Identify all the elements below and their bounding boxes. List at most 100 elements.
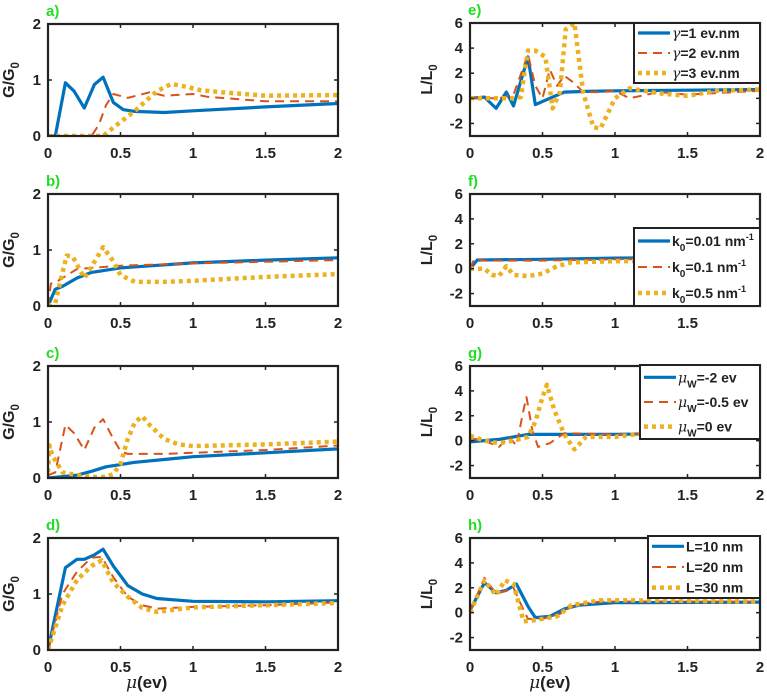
y-tick-label: 2 (33, 530, 41, 547)
y-tick-label: 4 (455, 40, 464, 57)
legend-entry: L=20 nm (686, 559, 743, 575)
series-line-3 (48, 414, 338, 478)
y-axis-label: G/G0 (1, 576, 22, 612)
x-tick-label: 0 (466, 659, 474, 676)
axes-box (46, 22, 340, 138)
x-tick-label: 1.5 (255, 659, 276, 676)
panel-label: e) (468, 2, 481, 19)
series-line-3 (470, 23, 760, 131)
panel-label: c) (46, 345, 59, 362)
x-tick-label: 2 (334, 659, 342, 676)
legend-entry: L=10 nm (686, 538, 743, 554)
series-line-1 (470, 55, 760, 110)
x-tick-label: 0 (466, 315, 474, 332)
series-line-2 (470, 257, 760, 270)
y-tick-label: 6 (455, 358, 463, 375)
x-tick-label: 2 (756, 659, 764, 676)
y-tick-label: -2 (450, 115, 463, 132)
legend-entry: γ=3 ev.nm (672, 65, 740, 82)
x-axis-label: μ(ev) (126, 673, 167, 693)
y-tick-label: 2 (33, 358, 41, 375)
x-tick-label: 1.5 (255, 145, 276, 162)
y-tick-label: 2 (455, 580, 463, 597)
y-tick-label: 1 (33, 242, 41, 259)
x-tick-label: 0.5 (110, 487, 131, 504)
series-line-2 (48, 259, 338, 306)
x-tick-label: 0.5 (532, 659, 553, 676)
series-line-1 (48, 547, 338, 650)
x-tick-label: 0 (44, 145, 52, 162)
y-axis-label: G/G0 (1, 232, 22, 268)
y-tick-label: 1 (33, 586, 41, 603)
x-tick-label: 1 (189, 315, 197, 332)
y-tick-label: 6 (455, 186, 463, 203)
y-tick-label: -2 (450, 458, 463, 475)
series-line-3 (470, 382, 760, 452)
legend-entry: μW=-2 ev (678, 369, 737, 390)
y-tick-label: 0 (455, 605, 463, 622)
x-tick-label: 2 (334, 145, 342, 162)
y-axis-label: G/G0 (1, 62, 22, 98)
y-tick-label: 4 (455, 211, 464, 228)
series-line-3 (48, 244, 338, 306)
x-tick-label: 0.5 (110, 659, 131, 676)
legend-entry: μW=-0.5 ev (678, 394, 749, 415)
x-tick-label: 1 (611, 487, 619, 504)
y-axis-label: G/G0 (1, 404, 22, 440)
series-line-2 (48, 91, 338, 136)
series-line-1 (48, 447, 338, 478)
series-line-1 (48, 75, 338, 136)
series-line-2 (48, 418, 338, 477)
series-line-1 (48, 256, 338, 306)
x-tick-label: 1 (189, 659, 197, 676)
x-tick-label: 1.5 (255, 315, 276, 332)
x-tick-label: 0 (44, 659, 52, 676)
legend-entry: γ=1 ev.nm (672, 25, 740, 42)
y-tick-label: 2 (33, 186, 41, 203)
legend-entry: μW=0 ev (678, 419, 732, 440)
series-line-2 (470, 53, 760, 100)
x-tick-label: 2 (334, 487, 342, 504)
x-tick-label: 1 (189, 487, 197, 504)
axes-box (46, 364, 340, 480)
series-line-3 (48, 558, 338, 650)
legend-entry: k0=0.1 nm-1 (672, 258, 746, 280)
y-tick-label: 4 (455, 555, 464, 572)
y-tick-label: 6 (455, 15, 463, 32)
x-tick-label: 0.5 (532, 315, 553, 332)
y-tick-label: 2 (455, 236, 463, 253)
panel-label: h) (468, 517, 482, 534)
y-tick-label: 0 (455, 261, 463, 278)
x-tick-label: 0.5 (110, 315, 131, 332)
x-tick-label: 0.5 (532, 487, 553, 504)
x-tick-label: 0 (466, 487, 474, 504)
y-axis-label: L/L0 (419, 579, 440, 609)
x-tick-label: 0 (44, 315, 52, 332)
panel-label: f) (468, 173, 478, 190)
y-tick-label: -2 (450, 630, 463, 647)
y-tick-label: 0 (33, 298, 41, 315)
x-axis-label: μ(ev) (529, 673, 570, 693)
x-tick-label: 1 (189, 145, 197, 162)
x-tick-label: 2 (756, 145, 764, 162)
panel-label: a) (46, 3, 59, 20)
x-tick-label: 1.5 (677, 145, 698, 162)
panel-label: g) (468, 345, 482, 362)
x-tick-label: 0 (44, 487, 52, 504)
series-line-2 (48, 556, 338, 650)
x-tick-label: 2 (334, 315, 342, 332)
y-tick-label: 0 (455, 90, 463, 107)
panel-label: b) (46, 173, 60, 190)
y-tick-label: 0 (33, 128, 41, 145)
y-tick-label: 1 (33, 414, 41, 431)
x-tick-label: 1.5 (255, 487, 276, 504)
y-tick-label: 0 (455, 433, 463, 450)
series-line-3 (470, 578, 760, 624)
legend-entry: k0=0.01 nm-1 (672, 232, 754, 254)
x-tick-label: 0.5 (532, 145, 553, 162)
y-tick-label: 0 (33, 470, 41, 487)
x-tick-label: 1 (611, 145, 619, 162)
panel-label: d) (46, 517, 60, 534)
y-tick-label: 2 (455, 65, 463, 82)
